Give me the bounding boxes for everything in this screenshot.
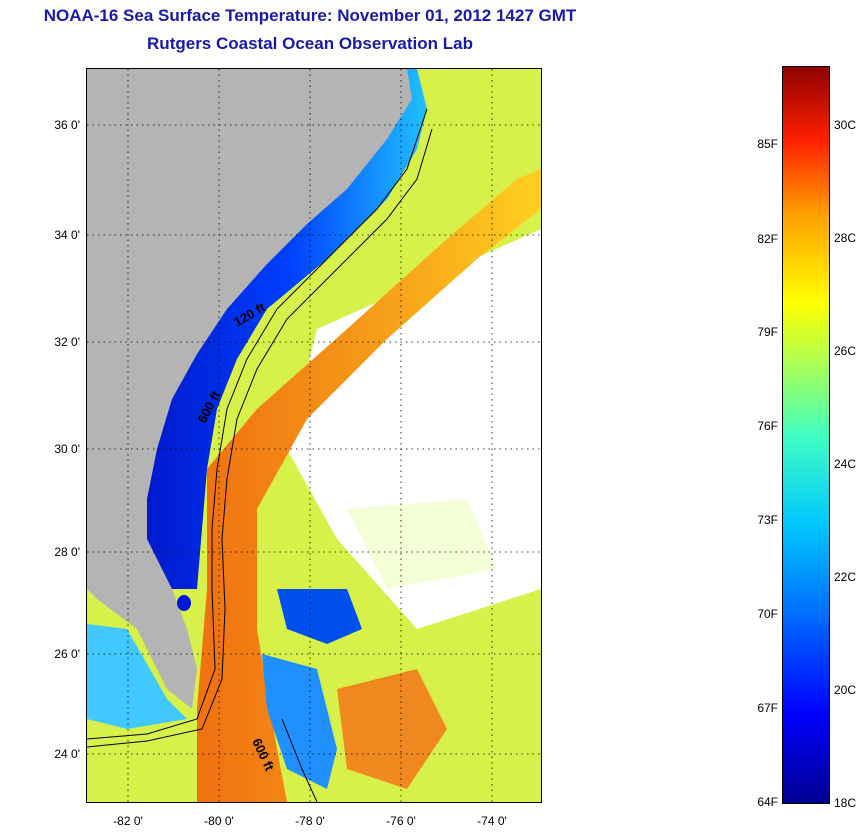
colorbar-label-73f: 73F — [757, 513, 778, 527]
lon-label-76: -76 0' — [386, 814, 416, 828]
colorbar-label-26c: 26C — [834, 344, 857, 358]
lat-label-26: 26 0' — [54, 647, 80, 661]
lat-label-24: 24 0' — [54, 747, 80, 761]
lat-label-32: 32 0' — [54, 335, 80, 349]
lon-label-80: -80 0' — [204, 814, 234, 828]
sst-map-svg: 120 ft 600 ft 600 ft — [87, 69, 541, 802]
colorbar-label-22c: 22C — [834, 570, 857, 584]
lat-label-30: 30 0' — [54, 442, 80, 456]
colorbar-label-76f: 76F — [757, 419, 778, 433]
colorbar-label-28c: 28C — [834, 231, 857, 245]
lon-label-78: -78 0' — [295, 814, 325, 828]
colorbar-label-67f: 67F — [757, 701, 778, 715]
great-bahama-bank — [262, 654, 337, 789]
colorbar-label-24c: 24C — [834, 457, 857, 471]
colorbar-label-20c: 20C — [834, 683, 857, 697]
little-bahama-bank — [277, 589, 362, 644]
florida-bay-water — [87, 624, 187, 729]
map-title: NOAA-16 Sea Surface Temperature: Novembe… — [43, 6, 577, 25]
colorbar-label-64f: 64F — [757, 795, 778, 809]
contour-600ft — [87, 128, 433, 748]
land-mainland — [87, 69, 412, 709]
lake-okeechobee — [177, 595, 191, 611]
lat-label-28: 28 0' — [54, 545, 80, 559]
colorbar-label-18c: 18C — [834, 796, 857, 810]
cloud-region-south — [347, 499, 497, 589]
gulf-stream — [197, 169, 541, 802]
colorbar-label-70f: 70F — [757, 607, 778, 621]
contour-600ft-south — [281, 718, 318, 802]
colorbar-label-82f: 82F — [757, 232, 778, 246]
contour-120ft — [87, 108, 428, 740]
lon-label-74: -74 0' — [477, 814, 507, 828]
colorbar-label-79f: 79F — [757, 325, 778, 339]
temperature-colorbar — [782, 66, 830, 804]
lon-label-82: -82 0' — [113, 814, 143, 828]
lat-label-34: 34 0' — [54, 228, 80, 242]
graticule — [87, 69, 541, 802]
colorbar-label-85f: 85F — [757, 137, 778, 151]
colorbar-label-30c: 30C — [834, 118, 857, 132]
warm-patch-south — [337, 669, 447, 789]
lat-label-36: 36 0' — [54, 118, 80, 132]
map-subtitle: Rutgers Coastal Ocean Observation Lab — [147, 34, 473, 53]
sst-map: 120 ft 600 ft 600 ft — [86, 68, 542, 803]
